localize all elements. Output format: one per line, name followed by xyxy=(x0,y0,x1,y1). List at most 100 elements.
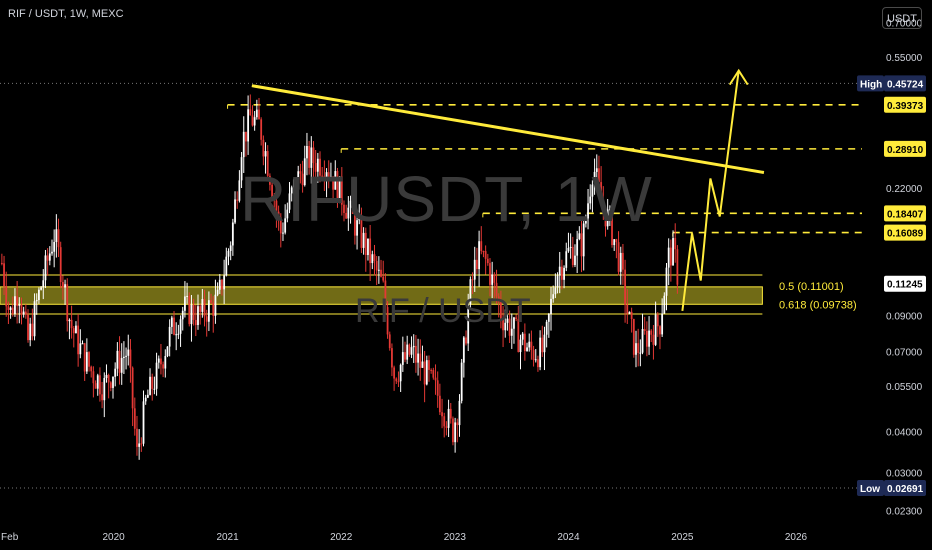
candles-layer xyxy=(0,94,679,460)
candle-body xyxy=(626,304,629,314)
currency-button[interactable]: USDT xyxy=(882,7,922,29)
candle-body xyxy=(336,171,339,203)
candle-body xyxy=(375,261,378,271)
candle-body xyxy=(353,213,356,236)
candle-body xyxy=(85,352,88,372)
candle-body xyxy=(471,279,474,281)
candle-body xyxy=(138,443,141,447)
candle-body xyxy=(168,326,171,347)
candle-body xyxy=(663,295,666,314)
candle-body xyxy=(454,422,457,443)
candle-body xyxy=(31,323,34,337)
candle-body xyxy=(144,397,147,402)
candle-body xyxy=(66,284,69,322)
time-tick-label: 2023 xyxy=(444,532,467,543)
candle-body xyxy=(218,279,221,290)
candle-body xyxy=(598,168,600,183)
price-axis[interactable]: 0.70000 0.55000 0.22000 0.09000 0.07000 0.055… xyxy=(857,19,926,518)
resistance-value-3: 0.18407 xyxy=(887,209,924,220)
candle-body xyxy=(75,325,77,334)
candle-body xyxy=(521,333,524,340)
candle-body xyxy=(449,408,452,419)
candle-body xyxy=(190,304,193,325)
candle-body xyxy=(301,173,304,186)
candle-body xyxy=(83,343,86,372)
candle-body xyxy=(617,242,620,272)
price-tick-label: 0.09000 xyxy=(886,312,923,323)
candle-body xyxy=(334,171,337,190)
candle-body xyxy=(24,311,27,315)
candle-body xyxy=(584,218,587,224)
candle-body xyxy=(33,301,36,337)
candle-body xyxy=(360,218,363,248)
candle-body xyxy=(227,250,230,257)
time-tick-label: 2025 xyxy=(671,532,694,543)
candle-body xyxy=(676,249,679,285)
candle-body xyxy=(210,300,212,303)
candle-body xyxy=(22,311,25,315)
candle-body xyxy=(591,184,594,197)
candle-body xyxy=(118,350,121,373)
candle-body xyxy=(665,267,668,296)
candle-body xyxy=(245,131,247,142)
candle-body xyxy=(51,251,53,254)
candle-body xyxy=(105,374,108,379)
descending-trendline xyxy=(251,84,765,174)
candle-body xyxy=(547,313,550,322)
resistance-value-1-bg xyxy=(884,96,926,113)
candle-body xyxy=(438,395,441,413)
candle-body xyxy=(364,232,367,256)
fib-label-0-5: 0.5 (0.11001) xyxy=(779,281,844,293)
price-tick-label: 0.55000 xyxy=(886,53,923,64)
candle-body xyxy=(140,443,143,445)
candle-body xyxy=(565,251,568,268)
resistance-value-3-bg xyxy=(884,205,926,222)
candle-body xyxy=(608,209,611,211)
candle-body xyxy=(652,334,655,345)
candle-body xyxy=(513,317,515,329)
candle-body xyxy=(68,319,71,322)
candle-body xyxy=(467,304,470,344)
candle-body xyxy=(5,286,8,307)
candle-body xyxy=(351,200,354,214)
candle-body xyxy=(286,209,289,219)
candle-body xyxy=(129,349,132,368)
candle-body xyxy=(170,317,173,327)
resistance-value-2: 0.28910 xyxy=(887,145,924,156)
candle-body xyxy=(480,241,483,252)
candle-body xyxy=(260,119,263,140)
candle-body xyxy=(567,247,570,252)
candle-body xyxy=(175,334,178,336)
watermark-pair: RIF / USDT xyxy=(355,292,531,330)
candle-body xyxy=(27,314,29,341)
price-tick-label: 0.02300 xyxy=(886,506,923,517)
candle-body xyxy=(576,239,579,256)
candle-body xyxy=(3,263,5,287)
candle-body xyxy=(203,299,206,317)
candle-body xyxy=(406,344,409,360)
symbol-info[interactable]: RIF / USDT, 1W, MEXC xyxy=(8,8,124,20)
candle-body xyxy=(508,318,511,336)
high-value-bg xyxy=(884,75,926,92)
time-axis[interactable]: Feb 2020 2021 2022 2023 2024 2025 2026 xyxy=(1,532,808,543)
candle-body xyxy=(321,175,324,177)
candle-body xyxy=(330,176,332,178)
candle-body xyxy=(552,294,555,299)
candle-body xyxy=(116,350,119,369)
candle-body xyxy=(142,401,145,444)
candle-body xyxy=(188,295,191,325)
candle-body xyxy=(380,269,382,277)
high-label-bg xyxy=(857,75,884,92)
candle-body xyxy=(659,326,661,335)
candle-body xyxy=(179,319,182,334)
candle-body xyxy=(16,296,19,306)
candle-body xyxy=(184,296,186,311)
candle-body xyxy=(602,201,605,209)
time-tick-label: 2020 xyxy=(103,532,126,543)
candle-body xyxy=(373,254,376,262)
candle-body xyxy=(504,322,507,331)
candle-body xyxy=(325,172,328,180)
fib-zone-layer: 0.5 (0.11001) 0.618 (0.09738) xyxy=(0,274,857,315)
candle-body xyxy=(473,259,476,280)
